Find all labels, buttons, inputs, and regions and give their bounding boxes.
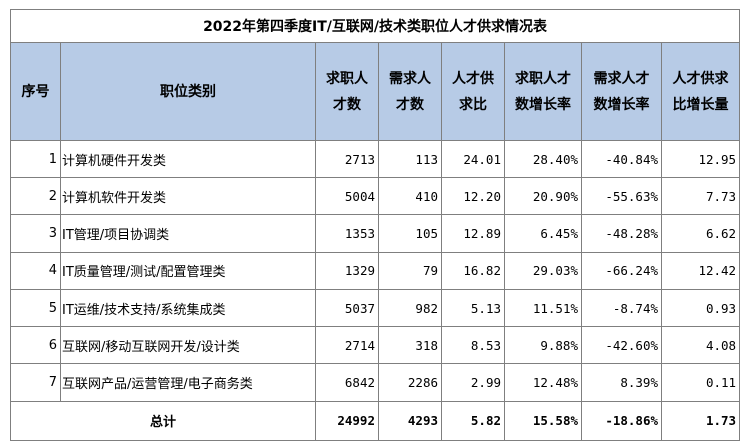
ratio-cell: 5.13 — [441, 288, 505, 328]
demand-growth-cell: -66.24% — [581, 251, 662, 290]
total-ratio-cell: 5.82 — [441, 400, 505, 442]
demand-cell: 318 — [378, 326, 442, 365]
table-row: 4 IT质量管理/测试/配置管理类 1329 79 16.82 29.03% -66.24%… — [10, 251, 741, 290]
seekers-cell: 5004 — [315, 177, 379, 216]
demand-cell: 410 — [378, 177, 442, 216]
category-cell: IT运维/技术支持/系统集成类 — [60, 288, 316, 328]
category-cell: 互联网/移动互联网开发/设计类 — [60, 326, 316, 365]
demand-cell: 982 — [378, 288, 442, 328]
table-row: 7 互联网产品/运营管理/电子商务类 6842 2286 2.99 12.48% 8.39%… — [10, 363, 741, 402]
header-index: 序号 — [10, 42, 61, 141]
table-row: 5 IT运维/技术支持/系统集成类 5037 982 5.13 11.51% -8.74% 0… — [10, 288, 741, 328]
table-title: 2022年第四季度IT/互联网/技术类职位人才供求情况表 — [9, 8, 741, 44]
seekers-growth-cell: 29.03% — [504, 251, 582, 290]
row-index-cell: 6 — [10, 326, 61, 365]
table-row: 3 IT管理/项目协调类 1353 105 12.89 6.45% -48.28% 6.62 — [10, 214, 741, 253]
header-ratio: 人才供求比 — [441, 42, 505, 141]
ratio-cell: 8.53 — [441, 326, 505, 365]
ratio-cell: 12.20 — [441, 177, 505, 216]
seekers-growth-cell: 6.45% — [504, 214, 582, 253]
total-demand-cell: 4293 — [378, 400, 442, 442]
category-cell: 计算机软件开发类 — [60, 177, 316, 216]
seekers-cell: 6842 — [315, 363, 379, 402]
demand-growth-cell: 8.39% — [581, 363, 662, 402]
category-cell: IT质量管理/测试/配置管理类 — [60, 251, 316, 290]
category-cell: 计算机硬件开发类 — [60, 139, 316, 179]
title-row: 2022年第四季度IT/互联网/技术类职位人才供求情况表 — [9, 8, 741, 44]
total-seekers-cell: 24992 — [315, 400, 379, 442]
total-seekers-growth-cell: 15.58% — [504, 400, 582, 442]
seekers-cell: 5037 — [315, 288, 379, 328]
demand-growth-cell: -48.28% — [581, 214, 662, 253]
row-index-cell: 1 — [10, 139, 61, 179]
header-seekers-growth: 求职人才数增长率 — [504, 42, 582, 141]
header-row: 序号 职位类别 求职人才数 需求人才数 人才供求比 求职人才数增长率 需求人才数… — [10, 42, 741, 141]
demand-growth-cell: -42.60% — [581, 326, 662, 365]
ratio-cell: 2.99 — [441, 363, 505, 402]
row-index-cell: 4 — [10, 251, 61, 290]
header-demand-growth: 需求人才数增长率 — [581, 42, 662, 141]
seekers-cell: 2714 — [315, 326, 379, 365]
demand-cell: 105 — [378, 214, 442, 253]
demand-cell: 2286 — [378, 363, 442, 402]
ratio-cell: 16.82 — [441, 251, 505, 290]
ratio-change-cell: 12.95 — [660, 139, 741, 179]
row-index-cell: 7 — [10, 363, 61, 402]
row-index-cell: 2 — [10, 177, 61, 216]
ratio-cell: 24.01 — [441, 139, 505, 179]
seekers-growth-cell: 28.40% — [504, 139, 582, 179]
row-index-cell: 3 — [10, 214, 61, 253]
category-cell: 互联网产品/运营管理/电子商务类 — [60, 363, 316, 402]
seekers-cell: 1353 — [315, 214, 379, 253]
header-seekers: 求职人才数 — [315, 42, 379, 141]
supply-demand-table: 2022年第四季度IT/互联网/技术类职位人才供求情况表 序号 职位类别 求职人… — [9, 8, 741, 442]
seekers-growth-cell: 12.48% — [504, 363, 582, 402]
header-category: 职位类别 — [60, 42, 316, 141]
total-demand-growth-cell: -18.86% — [581, 400, 662, 442]
seekers-cell: 1329 — [315, 251, 379, 290]
seekers-cell: 2713 — [315, 139, 379, 179]
demand-growth-cell: -55.63% — [581, 177, 662, 216]
ratio-change-cell: 6.62 — [660, 214, 741, 253]
table-row: 2 计算机软件开发类 5004 410 12.20 20.90% -55.63% 7.73 — [10, 177, 741, 216]
seekers-growth-cell: 20.90% — [504, 177, 582, 216]
seekers-growth-cell: 9.88% — [504, 326, 582, 365]
ratio-change-cell: 0.93 — [660, 288, 741, 328]
table-row: 1 计算机硬件开发类 2713 113 24.01 28.40% -40.84% 12.95 — [10, 139, 741, 179]
ratio-change-cell: 12.42 — [660, 251, 741, 290]
total-ratio-change-cell: 1.73 — [660, 400, 741, 442]
demand-growth-cell: -40.84% — [581, 139, 662, 179]
ratio-cell: 12.89 — [441, 214, 505, 253]
ratio-change-cell: 4.08 — [660, 326, 741, 365]
header-ratio-change: 人才供求比增长量 — [660, 42, 741, 141]
total-row: 总计 24992 4293 5.82 15.58% -18.86% 1.73 — [10, 400, 741, 442]
category-cell: IT管理/项目协调类 — [60, 214, 316, 253]
row-index-cell: 5 — [10, 288, 61, 328]
demand-cell: 79 — [378, 251, 442, 290]
demand-cell: 113 — [378, 139, 442, 179]
ratio-change-cell: 7.73 — [660, 177, 741, 216]
header-demand: 需求人才数 — [378, 42, 442, 141]
seekers-growth-cell: 11.51% — [504, 288, 582, 328]
ratio-change-cell: 0.11 — [660, 363, 741, 402]
demand-growth-cell: -8.74% — [581, 288, 662, 328]
total-label: 总计 — [10, 400, 316, 442]
table-row: 6 互联网/移动互联网开发/设计类 2714 318 8.53 9.88% -42.60% 4… — [10, 326, 741, 365]
